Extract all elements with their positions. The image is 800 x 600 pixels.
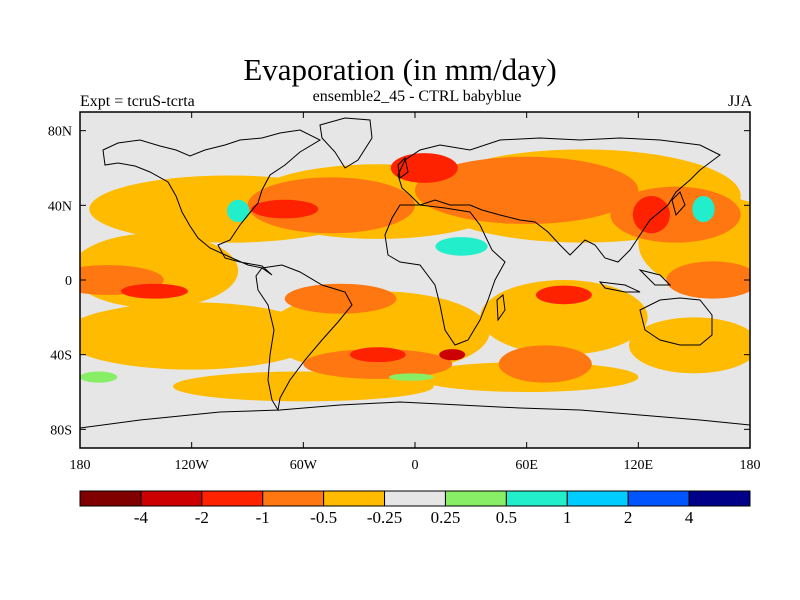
coastline-australia bbox=[639, 297, 713, 346]
coastlines bbox=[80, 117, 750, 429]
colorbar-swatch bbox=[323, 490, 386, 507]
x-tick-label: 60E bbox=[515, 458, 538, 473]
contour-region-12 bbox=[415, 156, 639, 224]
colorbar-label: -2 bbox=[195, 508, 209, 527]
colorbar-swatch bbox=[140, 490, 203, 507]
coastline-south-america bbox=[255, 264, 353, 412]
x-tick-label: 120E bbox=[624, 458, 654, 473]
contour-region-24 bbox=[535, 285, 592, 305]
coastline-antarctica bbox=[80, 401, 750, 429]
colorbar: -4 -2 -1 -0.5 -0.25 0.25 0.5 1 2 4 bbox=[79, 490, 751, 527]
plot-title: Evaporation (in mm/day) bbox=[243, 52, 557, 87]
colorbar-label: 4 bbox=[685, 508, 694, 527]
contour-region-23 bbox=[349, 347, 406, 363]
contour-region-22 bbox=[120, 283, 188, 299]
contour-region-30 bbox=[692, 196, 715, 223]
contour-region-26 bbox=[80, 371, 118, 383]
coastline-madagascar bbox=[496, 294, 506, 322]
contour-region-7 bbox=[480, 280, 648, 355]
plot-subtitle: ensemble2_45 - CTRL babyblue bbox=[312, 88, 522, 105]
coastline-greenland bbox=[319, 117, 373, 169]
colorbar-label: 0.5 bbox=[496, 508, 517, 527]
coastline-british-isles bbox=[397, 156, 409, 179]
colorbar-swatch bbox=[262, 490, 325, 507]
colorbar-swatch bbox=[627, 490, 690, 507]
x-tick-label: 180 bbox=[70, 458, 91, 473]
y-tick-label: 40S bbox=[50, 349, 72, 364]
colorbar-swatch bbox=[566, 490, 629, 507]
x-tick-label: 180 bbox=[740, 458, 761, 473]
y-tick-label: 0 bbox=[65, 274, 72, 289]
y-tick-label: 80S bbox=[50, 423, 72, 438]
colorbar-label: 2 bbox=[624, 508, 633, 527]
contour-region-25 bbox=[439, 349, 466, 361]
contour-fields bbox=[80, 149, 750, 402]
coastline-africa bbox=[384, 204, 506, 346]
coastline-eurasia bbox=[397, 137, 721, 263]
season-label: JJA bbox=[727, 93, 752, 110]
contour-region-18 bbox=[666, 261, 750, 299]
y-tick-label: 80N bbox=[48, 125, 72, 140]
contour-region-9 bbox=[173, 371, 434, 402]
colorbar-swatch bbox=[688, 490, 751, 507]
contour-region-20 bbox=[390, 153, 458, 183]
contour-region-27 bbox=[388, 373, 434, 381]
coastline-indonesia bbox=[598, 269, 672, 293]
colorbar-swatch bbox=[79, 490, 142, 507]
colorbar-label: -4 bbox=[134, 508, 149, 527]
contour-region-21 bbox=[632, 196, 670, 234]
x-tick-label: 0 bbox=[412, 458, 419, 473]
contour-region-17 bbox=[498, 345, 592, 383]
colorbar-label: 1 bbox=[563, 508, 572, 527]
contour-region-16 bbox=[303, 349, 453, 379]
contour-region-29 bbox=[435, 237, 488, 256]
experiment-label: Expt = tcruS-tcrta bbox=[80, 93, 195, 110]
contour-region-11 bbox=[247, 177, 415, 234]
contour-region-19 bbox=[251, 199, 319, 219]
colorbar-label: -0.5 bbox=[310, 508, 337, 527]
coastline-japan bbox=[671, 191, 686, 217]
y-tick-label: 40N bbox=[48, 199, 72, 214]
coastline-north-america bbox=[102, 129, 322, 276]
colorbar-swatch bbox=[505, 490, 568, 507]
contour-region-15 bbox=[284, 283, 397, 314]
colorbar-swatch bbox=[444, 490, 507, 507]
contour-region-28 bbox=[227, 199, 250, 223]
colorbar-label: 0.25 bbox=[431, 508, 461, 527]
contour-region-5 bbox=[80, 302, 322, 370]
x-tick-label: 120W bbox=[175, 458, 210, 473]
colorbar-label: -1 bbox=[256, 508, 270, 527]
x-tick-label: 60W bbox=[290, 458, 318, 473]
colorbar-label: -0.25 bbox=[367, 508, 402, 527]
axis-ticks: 180 120W 60W 0 60E 120E 180 80N 40N 0 40S 80S bbox=[48, 112, 761, 473]
colorbar-swatch bbox=[201, 490, 264, 507]
colorbar-swatch bbox=[384, 490, 446, 507]
